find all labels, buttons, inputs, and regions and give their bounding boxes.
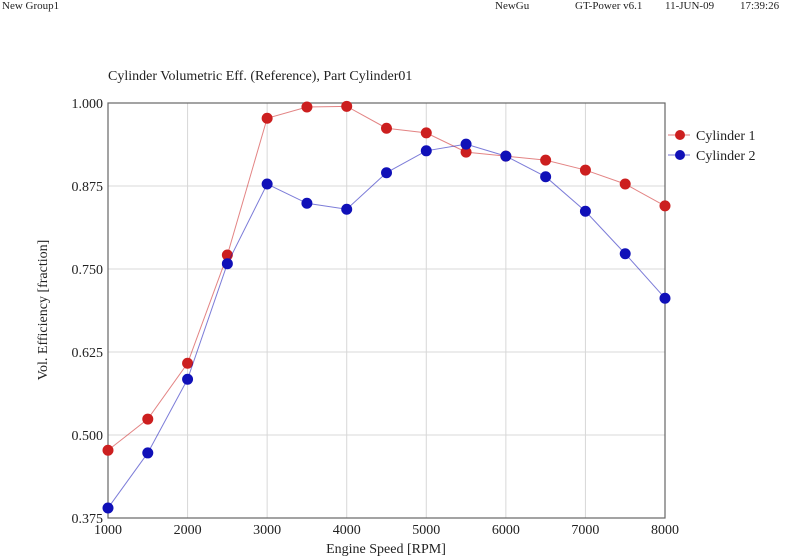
plot-frame	[107, 102, 666, 519]
y-tick-label: 0.500	[72, 429, 104, 444]
legend-label: Cylinder 1	[696, 129, 756, 144]
series-line	[107, 143, 666, 509]
data-point	[420, 145, 432, 157]
data-point	[261, 178, 273, 190]
data-point	[460, 138, 472, 150]
legend-marker	[675, 130, 685, 140]
data-point	[221, 258, 233, 270]
data-point	[619, 178, 631, 190]
header-app: GT-Power v6.1	[575, 0, 643, 12]
data-point	[540, 154, 552, 166]
data-point	[341, 100, 353, 112]
x-tick-label: 3000	[253, 523, 281, 538]
x-axis-label: Engine Speed [RPM]	[326, 542, 446, 557]
data-point	[500, 150, 512, 162]
y-tick-label: 1.000	[72, 97, 104, 112]
data-point	[182, 373, 194, 385]
data-point	[619, 248, 631, 260]
data-point	[261, 112, 273, 124]
chart-title: Cylinder Volumetric Eff. (Reference), Pa…	[108, 69, 412, 84]
data-point	[381, 122, 392, 134]
header-name: NewGu	[495, 0, 530, 12]
y-tick-label: 0.375	[72, 512, 104, 527]
data-point	[301, 197, 313, 209]
header-group: New Group1	[2, 0, 60, 12]
series-cylinder-2	[102, 138, 671, 514]
data-point	[301, 101, 313, 113]
y-tick-label: 0.875	[72, 180, 104, 195]
data-point	[102, 502, 114, 514]
y-tick-label: 0.750	[72, 263, 104, 278]
data-point	[142, 413, 154, 425]
series-line	[107, 105, 666, 451]
data-point	[182, 357, 194, 369]
data-point	[540, 171, 552, 183]
x-tick-label: 5000	[412, 523, 440, 538]
x-tick-label: 6000	[492, 523, 520, 538]
data-point	[579, 205, 591, 217]
legend-label: Cylinder 2	[696, 149, 756, 164]
data-point	[381, 167, 392, 179]
series-cylinder-1	[102, 100, 671, 456]
data-point	[341, 203, 353, 215]
header-date: 11-JUN-09	[665, 0, 715, 12]
x-tick-label: 8000	[651, 523, 679, 538]
data-point	[102, 444, 114, 456]
x-tick-label: 4000	[333, 523, 361, 538]
data-point	[142, 447, 154, 459]
data-point	[659, 292, 671, 304]
x-tick-label: 1000	[94, 523, 122, 538]
y-axis-label: Vol. Efficiency [fraction]	[36, 240, 51, 381]
header-time: 17:39:26	[740, 0, 780, 12]
legend-marker	[675, 150, 685, 160]
data-point	[659, 200, 671, 212]
x-tick-label: 7000	[571, 523, 599, 538]
y-tick-label: 0.625	[72, 346, 104, 361]
data-point	[579, 164, 591, 176]
x-tick-label: 2000	[174, 523, 202, 538]
data-point	[420, 127, 432, 139]
